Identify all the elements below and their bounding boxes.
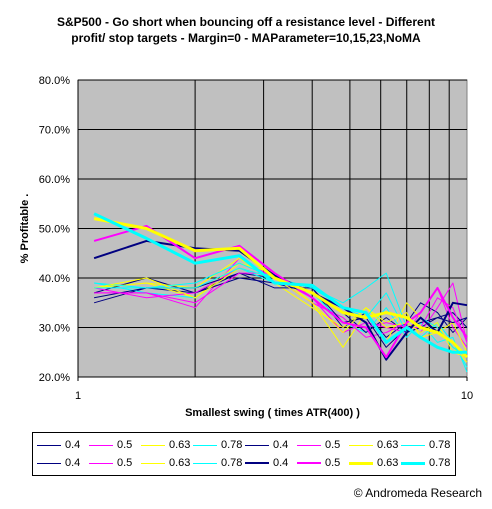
- y-tick-label: 70.0%: [39, 125, 70, 137]
- legend-item: 0.5: [297, 454, 340, 472]
- x-tick-label: 1: [75, 390, 81, 402]
- legend-swatch: [37, 462, 61, 464]
- y-tick-label: 80.0%: [39, 75, 70, 87]
- legend-swatch: [89, 444, 113, 446]
- legend-label: 0.5: [117, 457, 133, 469]
- legend-label: 0.4: [65, 439, 81, 451]
- chart-title: S&P500 - Go short when bouncing off a re…: [56, 15, 436, 45]
- y-tick-label: 60.0%: [39, 174, 70, 186]
- y-axis-title: % Profitable .: [19, 194, 31, 264]
- legend-label: 0.63: [377, 457, 399, 469]
- legend-item: 0.5: [297, 436, 340, 454]
- legend-label: 0.4: [273, 439, 289, 451]
- legend-label: 0.4: [65, 457, 81, 469]
- legend-item: 0.78: [401, 436, 450, 454]
- legend-item: 0.78: [193, 436, 242, 454]
- plot-area: 20.0% 30.0% 40.0% 50.0% 60.0% 70.0% 80.0% 1 10 Sm…: [19, 75, 473, 419]
- legend-item: 0.63: [349, 454, 398, 472]
- legend-swatch: [245, 462, 269, 464]
- legend-label: 0.78: [429, 439, 451, 451]
- series-line-12: [94, 267, 468, 358]
- legend-label: 0.4: [273, 457, 289, 469]
- legend-item: 0.4: [37, 454, 80, 472]
- chart-svg: 20.0% 30.0% 40.0% 50.0% 60.0% 70.0% 80.0% 1 10 Sm…: [19, 75, 473, 419]
- legend-label: 0.5: [325, 439, 341, 451]
- legend-label: 0.63: [169, 439, 191, 451]
- legend-swatch: [401, 461, 425, 465]
- legend-swatch: [245, 444, 269, 446]
- series-line-16: [93, 212, 467, 354]
- legend-swatch: [401, 444, 425, 446]
- series-line-11: [94, 267, 468, 358]
- legend-item: 0.4: [37, 436, 80, 454]
- legend-swatch: [141, 462, 165, 464]
- legend-item: 0.78: [401, 454, 450, 472]
- series-line-8: [94, 262, 468, 368]
- x-axis-title: Smallest swing ( times ATR(400) ): [185, 407, 360, 419]
- series-line-14: [93, 225, 468, 359]
- legend-label: 0.78: [429, 457, 451, 469]
- y-tick-label: 20.0%: [39, 372, 70, 384]
- legend-item: 0.5: [89, 454, 132, 472]
- y-tick-label: 30.0%: [39, 323, 70, 335]
- series-line-15: [93, 217, 469, 359]
- legend-swatch: [297, 462, 321, 464]
- legend-item: 0.4: [245, 454, 288, 472]
- legend-swatch: [37, 444, 61, 446]
- x-tick-label: 10: [461, 390, 473, 402]
- legend-label: 0.5: [325, 457, 341, 469]
- series-line-5: [93, 277, 468, 333]
- legend: 0.4 0.5 0.63 0.78 0.4 0.5 0.63 0.78 0.4 0.5 0.63 0.…: [32, 432, 456, 476]
- legend-label: 0.63: [169, 457, 191, 469]
- legend-item: 0.5: [89, 436, 132, 454]
- legend-label: 0.78: [221, 457, 243, 469]
- legend-label: 0.63: [377, 439, 399, 451]
- legend-item: 0.78: [193, 454, 242, 472]
- legend-swatch: [141, 444, 165, 446]
- copyright-text: © Andromeda Research: [353, 486, 482, 500]
- series-line-6: [94, 267, 468, 343]
- legend-swatch: [89, 462, 113, 464]
- legend-swatch: [349, 444, 373, 446]
- legend-item: 0.63: [141, 436, 190, 454]
- legend-item: 0.63: [141, 454, 190, 472]
- y-tick-label: 50.0%: [39, 224, 70, 236]
- y-tick-label: 40.0%: [39, 273, 70, 285]
- legend-swatch: [349, 461, 373, 465]
- legend-item: 0.63: [349, 436, 398, 454]
- legend-label: 0.5: [117, 439, 133, 451]
- legend-swatch: [297, 444, 321, 446]
- legend-label: 0.78: [221, 439, 243, 451]
- legend-swatch: [193, 444, 217, 446]
- series-line-7: [94, 257, 468, 353]
- legend-item: 0.4: [245, 436, 288, 454]
- legend-swatch: [193, 462, 217, 464]
